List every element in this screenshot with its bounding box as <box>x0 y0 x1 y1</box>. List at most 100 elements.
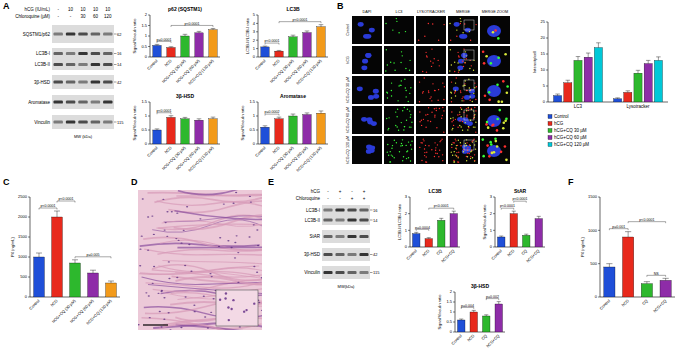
tick-label: 500 <box>20 274 27 279</box>
band <box>66 32 75 35</box>
puncta <box>385 23 386 24</box>
error-bar <box>646 60 650 63</box>
puncta <box>451 92 452 93</box>
puncta <box>405 68 406 69</box>
bar <box>584 57 592 102</box>
puncta <box>406 151 407 152</box>
puncta <box>453 161 454 162</box>
p-value: p=0.0002 <box>264 110 279 114</box>
band <box>323 208 332 211</box>
puncta <box>469 87 470 88</box>
band <box>103 120 112 123</box>
puncta <box>434 90 435 91</box>
cell-nucleus <box>209 273 211 274</box>
puncta <box>451 111 452 112</box>
puncta <box>460 21 461 22</box>
tick-label: 1 <box>145 113 148 118</box>
puncta <box>410 126 411 127</box>
puncta <box>425 52 426 53</box>
category-label: Control <box>598 298 611 311</box>
band <box>78 63 87 66</box>
band <box>91 63 100 66</box>
puncta <box>468 127 469 128</box>
bracket <box>429 208 454 210</box>
micrograph-bg <box>480 76 510 104</box>
micrograph-bg <box>416 46 446 74</box>
cell-nucleus <box>184 265 186 266</box>
bar <box>209 119 217 144</box>
puncta <box>442 107 443 108</box>
tick <box>256 57 258 58</box>
panel-letter: F <box>568 177 574 187</box>
puncta <box>471 150 472 151</box>
bar <box>153 130 161 144</box>
puncta <box>497 100 500 103</box>
tick-label: 5 <box>253 12 256 17</box>
cell-nucleus <box>166 211 168 212</box>
category-label: Control <box>254 58 267 71</box>
puncta <box>425 126 426 127</box>
condition-value: - <box>339 196 341 201</box>
band <box>359 271 368 274</box>
puncta <box>409 60 410 61</box>
micrograph-bg <box>448 16 478 44</box>
bar <box>303 33 311 57</box>
tick <box>148 25 150 26</box>
cell-nucleus <box>168 278 170 279</box>
cell-nucleus <box>148 295 150 296</box>
puncta <box>407 150 408 151</box>
panel-letter: B <box>337 1 344 11</box>
puncta <box>460 23 461 24</box>
puncta <box>502 80 505 83</box>
p-value: p<0.0001 <box>512 197 527 201</box>
puncta <box>425 156 426 157</box>
puncta <box>475 141 476 142</box>
cell-nucleus <box>232 203 234 204</box>
error-bar <box>497 302 501 304</box>
nucleus <box>461 53 467 58</box>
y-label: Signal/Vinculin ratio <box>240 105 245 141</box>
puncta <box>402 145 403 146</box>
puncta <box>391 90 392 91</box>
nucleus <box>458 59 464 64</box>
blot-strip <box>322 230 370 243</box>
puncta <box>474 126 475 127</box>
puncta <box>466 156 467 157</box>
condition-value: - <box>57 14 59 19</box>
micrograph-bg <box>480 46 510 74</box>
tick-label: 0 <box>450 329 453 334</box>
bracket <box>609 229 628 231</box>
puncta <box>409 126 410 127</box>
y-axis <box>258 15 259 57</box>
micrograph-bg <box>352 16 382 44</box>
puncta <box>462 85 463 86</box>
error-bar <box>663 278 669 280</box>
condition-value: - <box>351 189 353 194</box>
puncta <box>396 142 397 143</box>
bar <box>624 92 632 102</box>
p-value: p=0.001 <box>612 225 625 229</box>
puncta <box>486 121 489 124</box>
puncta <box>452 142 453 143</box>
puncta <box>490 62 493 65</box>
tick <box>256 144 258 145</box>
puncta <box>460 116 461 117</box>
puncta <box>387 144 388 145</box>
tissue-bg <box>138 190 262 330</box>
puncta <box>438 156 439 157</box>
bracket <box>486 299 499 301</box>
cell-nucleus <box>180 327 182 328</box>
puncta <box>475 148 476 149</box>
puncta <box>443 24 444 25</box>
panel-letter: C <box>3 177 10 187</box>
tissue <box>138 190 262 330</box>
bar <box>450 214 458 247</box>
tick-label: 0 <box>253 141 256 146</box>
puncta <box>454 71 455 72</box>
puncta <box>402 160 403 161</box>
puncta <box>430 121 431 122</box>
puncta <box>460 142 461 143</box>
bracket <box>501 208 514 210</box>
tick <box>453 312 455 313</box>
puncta <box>457 161 458 162</box>
